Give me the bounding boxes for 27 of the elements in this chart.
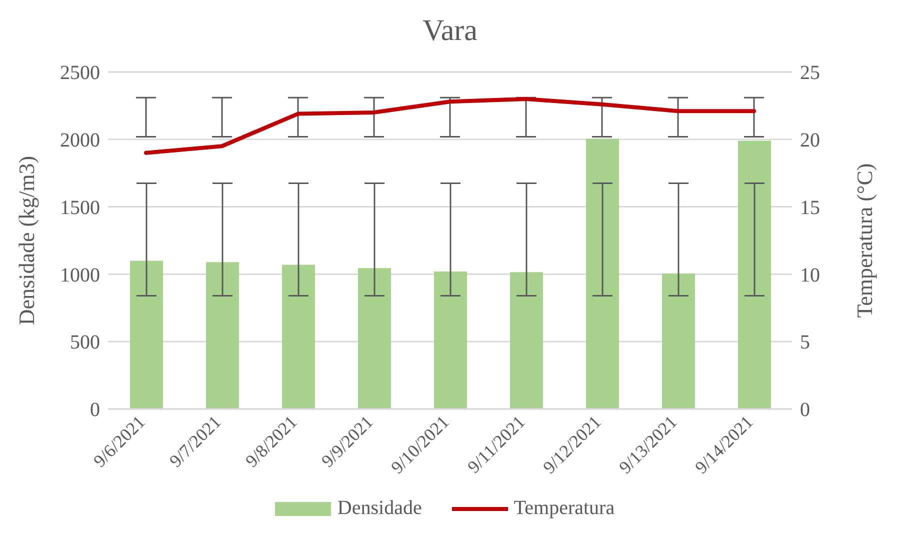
line-series [144,96,756,155]
y-axis-title: Densidade (kg/m3) [14,156,39,326]
y-tick-label: 500 [70,332,100,354]
y-tick-label: 1000 [60,264,100,286]
y2-tick-label: 0 [800,399,810,422]
y2-tick-label: 15 [800,196,820,219]
bar [206,262,239,409]
y-tick-label: 0 [90,399,100,422]
y2-tick-label: 20 [800,130,820,152]
legend-label: Densidade [336,497,422,520]
chart-title: Vara [422,13,478,49]
bar [358,268,391,409]
y-tick-label: 2500 [60,62,100,84]
y2-tick-label: 10 [800,264,820,286]
y-tick-label: 1500 [60,196,100,219]
y-tick-label: 2000 [60,130,100,152]
bar [510,272,543,409]
bar [130,260,163,409]
y2-tick-label: 5 [800,332,810,354]
bar [282,264,315,409]
legend-label: Temperatura [512,497,615,520]
bar [662,274,695,409]
bar [586,138,619,409]
y2-axis-title: Temperatura (°C) [852,163,877,318]
bar [738,140,771,409]
bar [434,272,467,409]
y2-tick-label: 25 [800,62,820,84]
